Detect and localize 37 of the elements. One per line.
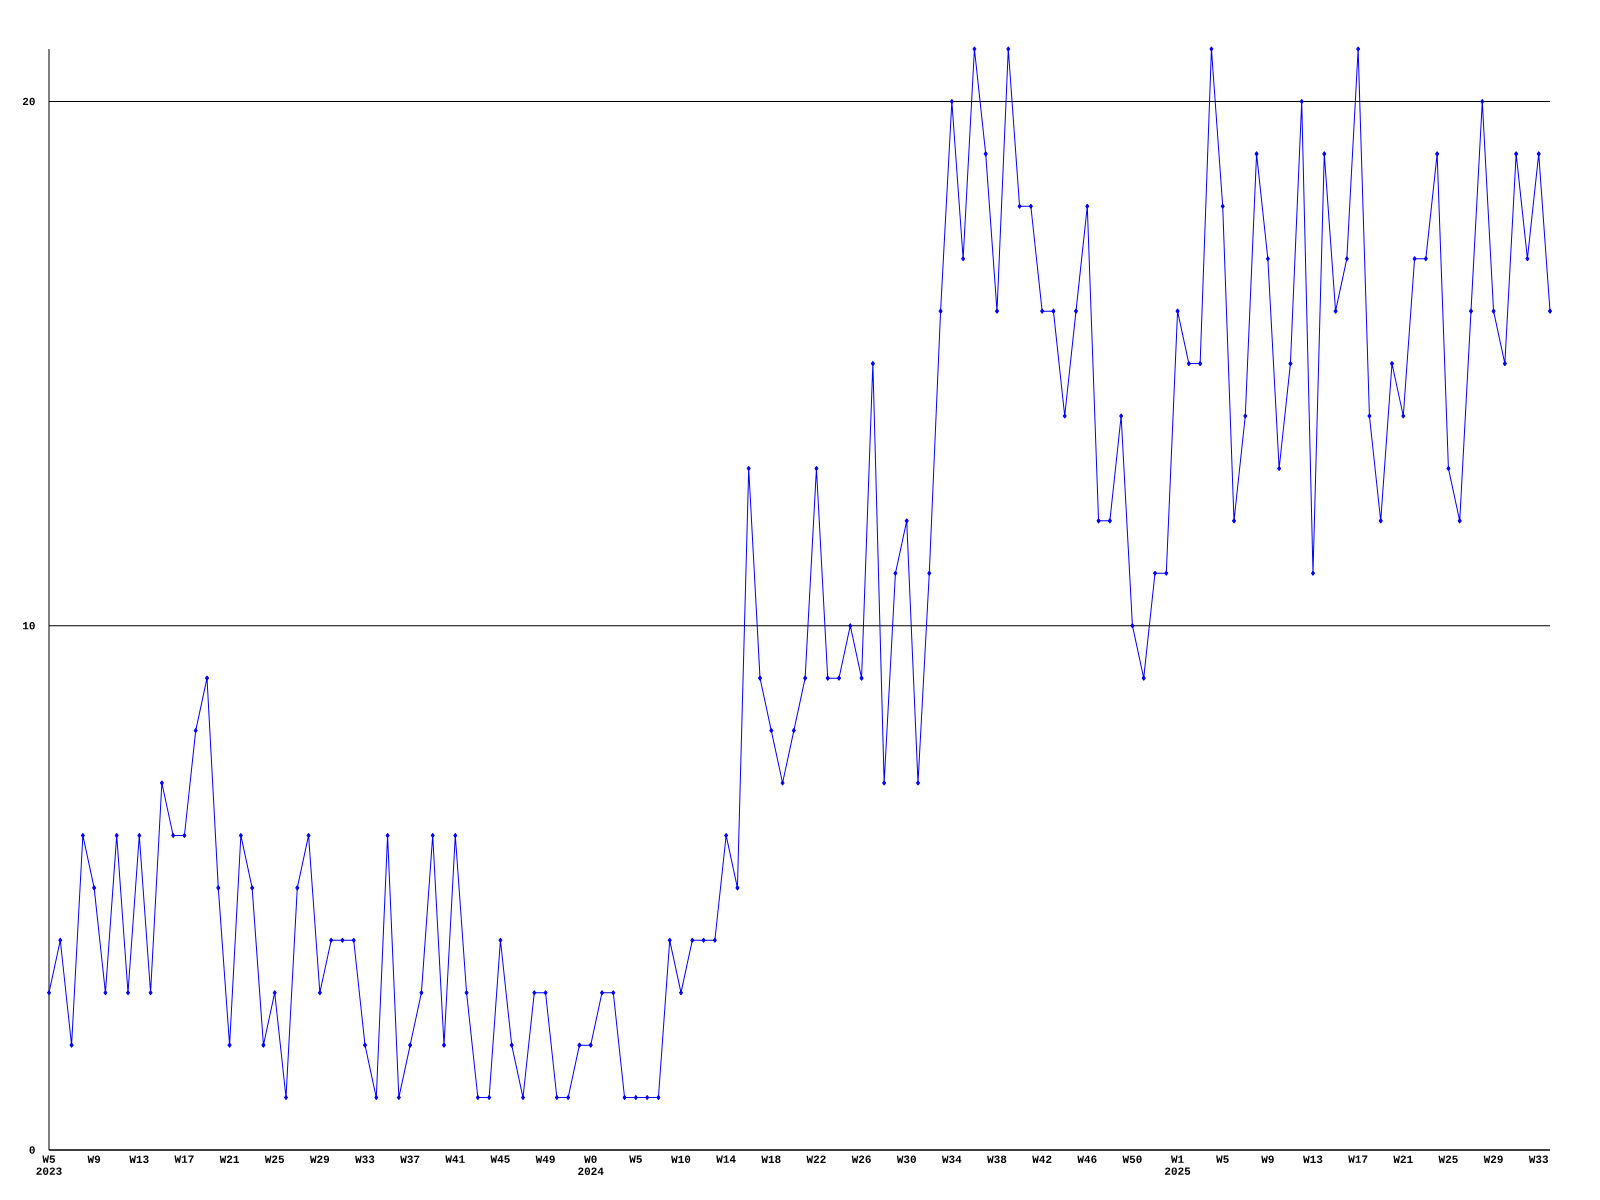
x-tick-label: W25 <box>1438 1155 1458 1163</box>
x-tick-label: W26 <box>851 1155 871 1163</box>
x-tick-label: W17 <box>1348 1155 1368 1163</box>
x-tick-label: W5 2023 <box>36 1155 62 1175</box>
x-tick-label: W34 <box>941 1155 962 1164</box>
x-tick-label: W46 <box>1077 1155 1097 1163</box>
x-tick-label: W30 <box>896 1155 916 1164</box>
x-tick-label: W45 <box>490 1155 510 1163</box>
x-tick-label: W21 <box>1393 1155 1413 1163</box>
x-tick-label: W41 <box>445 1155 465 1163</box>
x-tick-label: W29 <box>309 1155 330 1163</box>
x-tick-label: W17 <box>174 1155 194 1163</box>
y-tick-label: 20 <box>22 97 35 106</box>
x-tick-label: W33 <box>355 1155 375 1164</box>
x-tick-label: W18 <box>761 1155 781 1163</box>
x-tick-label: W9 <box>1261 1155 1274 1163</box>
x-tick-label: W5 <box>1216 1155 1229 1163</box>
x-tick-label: W37 <box>400 1155 420 1164</box>
x-tick-label: W10 <box>671 1155 691 1163</box>
y-tick-label: 10 <box>23 621 35 630</box>
x-tick-label: W50 <box>1122 1155 1142 1163</box>
y-tick-label: 0 <box>29 1146 35 1154</box>
x-tick-label: W29 <box>1483 1155 1503 1163</box>
x-tick-label: W14 <box>716 1155 736 1163</box>
x-tick-label: W9 <box>87 1155 101 1163</box>
x-tick-label: W33 <box>1528 1155 1549 1164</box>
x-tick-label: W42 <box>1032 1155 1052 1163</box>
x-tick-label: W21 <box>219 1155 239 1163</box>
x-tick-label: W0 2024 <box>578 1155 604 1175</box>
x-tick-label: W22 <box>806 1155 826 1163</box>
x-tick-label: W1 2025 <box>1165 1155 1191 1175</box>
x-tick-label: W25 <box>264 1155 285 1163</box>
x-tick-label: W38 <box>987 1155 1007 1164</box>
x-tick-label: W13 <box>129 1155 149 1164</box>
x-tick-label: W13 <box>1303 1155 1323 1164</box>
x-tick-label: W5 <box>629 1155 642 1163</box>
x-tick-label: W49 <box>535 1155 555 1163</box>
